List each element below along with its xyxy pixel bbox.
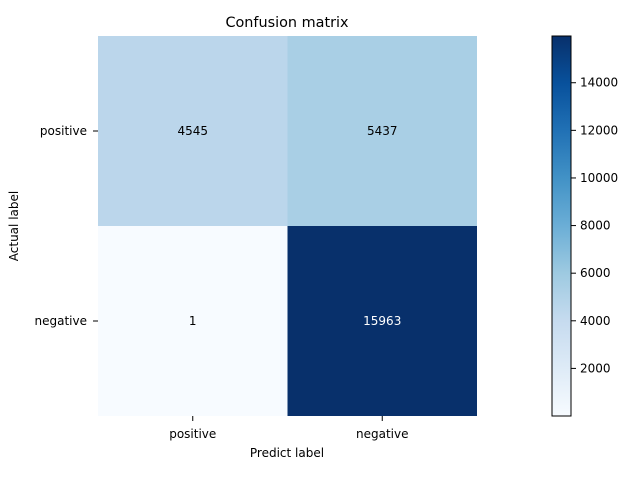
cell-value-positive-positive: 4545 <box>177 124 208 138</box>
y-axis-label: Actual label <box>7 191 21 261</box>
x-axis-ticks: positive negative <box>169 416 408 441</box>
colorbar-tick-label-14000: 14000 <box>580 76 618 90</box>
heatmap-cell-negative-positive <box>98 226 288 416</box>
cell-value-labels: 4545 5437 1 15963 <box>177 124 401 328</box>
x-axis-label: Predict label <box>250 446 324 460</box>
colorbar-tick-label-4000: 4000 <box>580 314 611 328</box>
heatmap-cells <box>98 36 477 416</box>
colorbar-ticks: 2000 4000 6000 8000 10000 12000 14000 <box>571 76 618 375</box>
heatmap-cell-negative-negative <box>287 226 477 416</box>
colorbar-tick-label-6000: 6000 <box>580 266 611 280</box>
x-tick-label-negative: negative <box>356 427 408 441</box>
heatmap-cell-positive-positive <box>98 36 288 226</box>
heatmap-cell-positive-negative <box>287 36 477 226</box>
y-axis-ticks: positive negative <box>35 124 98 328</box>
colorbar <box>551 35 572 417</box>
cell-value-negative-positive: 1 <box>189 314 197 328</box>
colorbar-tick-label-8000: 8000 <box>580 219 611 233</box>
x-tick-label-positive: positive <box>169 427 216 441</box>
colorbar-tick-label-12000: 12000 <box>580 123 618 137</box>
y-tick-label-negative: negative <box>35 314 87 328</box>
colorbar-tick-label-10000: 10000 <box>580 171 618 185</box>
chart-title: Confusion matrix <box>225 15 349 31</box>
cell-value-positive-negative: 5437 <box>367 124 398 138</box>
y-tick-label-positive: positive <box>40 124 87 138</box>
colorbar-tick-label-2000: 2000 <box>580 361 611 375</box>
cell-value-negative-negative: 15963 <box>363 314 401 328</box>
